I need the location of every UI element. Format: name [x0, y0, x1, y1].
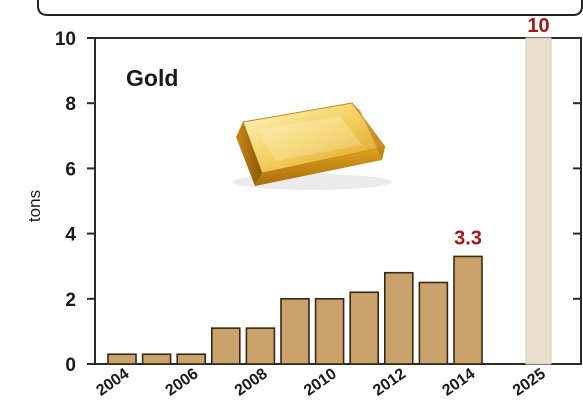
y-tick-label: 2 — [65, 290, 76, 311]
y-tick-label: 10 — [55, 29, 76, 50]
y-tick-label: 8 — [65, 94, 76, 115]
bar-2011 — [349, 291, 380, 365]
x-axis: 2004 2006 2008 2010 2012 2014 2025 — [93, 365, 548, 399]
bar-2008 — [245, 327, 276, 365]
bars-group — [107, 37, 552, 365]
y-tick-label: 6 — [65, 159, 76, 180]
bar-2004 — [107, 353, 137, 365]
data-label-2025: 10 — [527, 15, 549, 37]
x-tick-label-2025: 2025 — [510, 365, 549, 399]
x-tick-label-2008: 2008 — [232, 365, 271, 399]
x-tick-label-2014: 2014 — [439, 365, 478, 399]
x-tick-label-2010: 2010 — [301, 365, 340, 399]
gold-bar-icon — [232, 102, 392, 190]
y-tick-label: 4 — [65, 225, 76, 246]
x-tick-label-2004: 2004 — [93, 365, 132, 399]
bar-2009 — [280, 297, 310, 365]
data-labels-group: 3.3 10 — [454, 15, 550, 249]
bar-2007 — [211, 327, 241, 365]
bar-2012 — [383, 271, 414, 365]
bar-2010 — [314, 297, 345, 365]
bar-2005 — [141, 353, 172, 365]
chart-title: Gold — [126, 65, 178, 91]
top-frame — [37, 0, 583, 16]
x-tick-label-2012: 2012 — [370, 365, 409, 399]
bar-2013 — [418, 281, 449, 365]
data-label-2014: 3.3 — [454, 227, 482, 249]
bar-2014 — [453, 255, 483, 365]
y-tick-label: 0 — [65, 355, 76, 376]
bar-2025 — [525, 37, 552, 365]
bar-2006 — [176, 353, 206, 365]
y-axis-label: tons — [25, 190, 44, 222]
y-axis: 0 2 4 6 8 10 — [55, 29, 581, 376]
x-tick-label-2006: 2006 — [163, 365, 202, 399]
